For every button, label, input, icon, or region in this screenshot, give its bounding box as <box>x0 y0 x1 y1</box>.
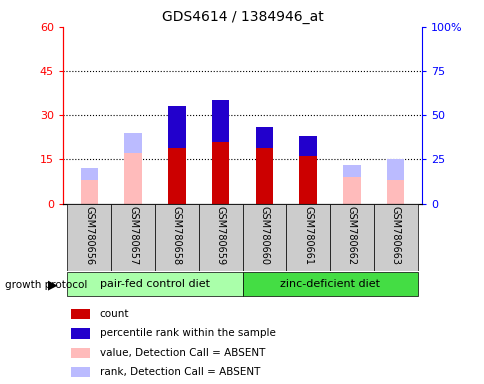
Bar <box>329 204 373 271</box>
Text: percentile rank within the sample: percentile rank within the sample <box>100 328 275 338</box>
Text: GSM780658: GSM780658 <box>171 205 182 265</box>
Bar <box>343 165 360 177</box>
Bar <box>212 101 229 204</box>
Bar <box>242 204 286 271</box>
Text: GSM780662: GSM780662 <box>346 205 356 265</box>
Bar <box>386 159 404 180</box>
Bar <box>124 133 141 204</box>
Bar <box>80 168 98 180</box>
Bar <box>67 272 242 296</box>
Bar <box>124 133 141 154</box>
Bar <box>80 168 98 204</box>
Bar <box>299 136 316 156</box>
Bar <box>198 204 242 271</box>
Bar <box>168 106 185 204</box>
Bar <box>255 127 272 147</box>
Bar <box>255 127 272 204</box>
Bar <box>71 328 90 339</box>
Text: zinc-deficient diet: zinc-deficient diet <box>279 279 379 289</box>
Bar <box>155 204 198 271</box>
Bar <box>343 165 360 204</box>
Text: GSM780660: GSM780660 <box>259 205 269 265</box>
Text: ▶: ▶ <box>47 278 57 291</box>
Text: GSM780657: GSM780657 <box>128 205 138 265</box>
Bar <box>71 348 90 358</box>
Bar <box>168 106 185 147</box>
Bar <box>373 204 417 271</box>
Text: growth protocol: growth protocol <box>5 280 87 290</box>
Bar <box>71 309 90 319</box>
Bar <box>71 367 90 377</box>
Text: pair-fed control diet: pair-fed control diet <box>100 279 210 289</box>
Text: count: count <box>100 309 129 319</box>
Bar <box>286 204 329 271</box>
Text: value, Detection Call = ABSENT: value, Detection Call = ABSENT <box>100 348 265 358</box>
Text: GSM780663: GSM780663 <box>390 205 400 265</box>
Text: GDS4614 / 1384946_at: GDS4614 / 1384946_at <box>161 10 323 23</box>
Bar <box>67 204 111 271</box>
Bar <box>299 136 316 204</box>
Text: GSM780659: GSM780659 <box>215 205 225 265</box>
Bar <box>386 159 404 204</box>
Bar <box>212 101 229 142</box>
Text: GSM780656: GSM780656 <box>84 205 94 265</box>
Bar <box>242 272 417 296</box>
Text: GSM780661: GSM780661 <box>302 205 313 265</box>
Bar <box>111 204 155 271</box>
Text: rank, Detection Call = ABSENT: rank, Detection Call = ABSENT <box>100 367 259 377</box>
